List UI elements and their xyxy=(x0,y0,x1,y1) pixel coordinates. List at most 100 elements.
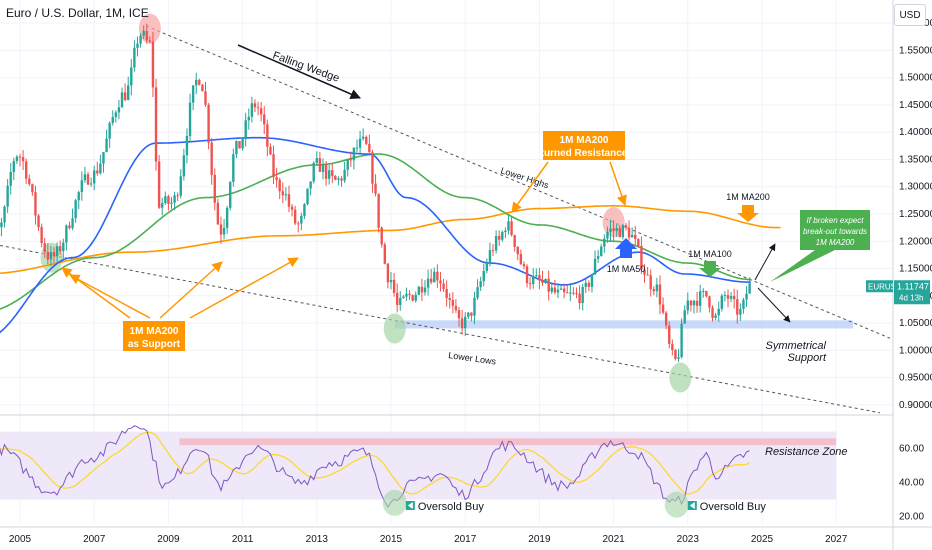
candle-61 xyxy=(170,202,173,204)
candle-28 xyxy=(68,225,71,229)
candle-140 xyxy=(414,294,417,301)
time-tick-label: 2025 xyxy=(751,534,774,545)
candle-86 xyxy=(247,116,250,121)
candle-179 xyxy=(535,275,538,277)
price-tag-bg xyxy=(894,280,930,305)
time-tick-label: 2027 xyxy=(825,534,848,545)
oversold-buy-arrow-icon-1 xyxy=(689,502,695,509)
candle-46 xyxy=(123,92,127,101)
time-tick-label: 2009 xyxy=(157,534,180,545)
candle-154 xyxy=(457,310,461,319)
candle-181 xyxy=(541,280,544,283)
candle-165 xyxy=(491,250,495,252)
candle-56 xyxy=(154,87,158,162)
candle-106 xyxy=(309,181,312,189)
candle-79 xyxy=(225,207,229,228)
candle-105 xyxy=(306,188,309,205)
price-axis-bg xyxy=(893,0,932,550)
candle-225 xyxy=(677,357,680,359)
candle-119 xyxy=(349,159,353,161)
candle-100 xyxy=(290,206,294,210)
candle-247 xyxy=(745,293,748,300)
candle-123 xyxy=(361,136,365,139)
rsi-resistance-zone xyxy=(179,438,836,446)
candle-19 xyxy=(40,227,43,244)
candle-227 xyxy=(683,310,686,324)
candle-248 xyxy=(748,283,751,294)
candle-205 xyxy=(615,228,618,231)
candle-228 xyxy=(686,300,689,311)
arrow-support-4 xyxy=(189,257,299,319)
candle-174 xyxy=(519,254,523,265)
candle-128 xyxy=(377,193,380,228)
candle-244 xyxy=(736,299,739,315)
top-circle xyxy=(138,13,161,44)
candle-178 xyxy=(532,275,535,285)
ma200-resistance-line1: 1M MA200 xyxy=(560,135,609,146)
candle-164 xyxy=(488,250,492,264)
arrow-support-2 xyxy=(69,274,151,319)
symmetrical-label-2: Support xyxy=(787,352,826,364)
candle-216 xyxy=(649,275,652,290)
candle-138 xyxy=(408,293,411,296)
candle-245 xyxy=(739,308,742,315)
price-tick-label: 1.40000 xyxy=(899,127,932,138)
candle-24 xyxy=(55,246,59,257)
candle-51 xyxy=(139,35,142,44)
candle-43 xyxy=(114,112,118,117)
price-tick-label: 1.45000 xyxy=(899,100,932,111)
candle-226 xyxy=(680,323,683,358)
breakout-up-arrow xyxy=(754,243,776,281)
resistance-zone-label: Resistance Zone xyxy=(765,446,848,458)
candle-25 xyxy=(58,246,62,252)
candle-219 xyxy=(658,284,662,305)
price-tick-label: 1.05000 xyxy=(899,318,932,329)
candle-188 xyxy=(562,288,566,293)
candle-80 xyxy=(229,181,232,208)
price-tick-label: 1.35000 xyxy=(899,154,932,165)
candle-186 xyxy=(556,289,560,293)
candle-151 xyxy=(448,298,451,301)
candle-170 xyxy=(507,221,510,231)
candle-237 xyxy=(714,315,717,318)
candle-49 xyxy=(133,47,136,68)
candle-182 xyxy=(544,278,547,283)
candle-190 xyxy=(569,292,572,294)
candle-172 xyxy=(513,235,516,248)
candle-110 xyxy=(321,164,325,172)
candle-195 xyxy=(584,282,587,287)
candle-109 xyxy=(318,158,322,172)
candle-131 xyxy=(386,263,390,283)
candle-31 xyxy=(77,192,80,201)
candle-243 xyxy=(732,296,736,300)
time-tick-label: 2021 xyxy=(602,534,625,545)
candle-45 xyxy=(120,92,124,108)
candle-134 xyxy=(395,292,399,305)
candle-141 xyxy=(417,286,421,295)
candle-180 xyxy=(538,275,541,281)
currency-button[interactable]: USD xyxy=(894,4,926,26)
candle-202 xyxy=(606,231,609,239)
candle-11 xyxy=(15,156,19,162)
time-tick-label: 2019 xyxy=(528,534,551,545)
candle-124 xyxy=(365,136,368,144)
candle-233 xyxy=(702,290,705,292)
candle-207 xyxy=(621,225,625,238)
candle-235 xyxy=(708,296,711,308)
falling-wedge-label: Falling Wedge xyxy=(271,50,341,85)
candle-72 xyxy=(204,91,207,105)
breakout-note-line-1: break-out towards xyxy=(803,227,867,236)
candle-166 xyxy=(494,235,498,251)
candle-129 xyxy=(380,227,383,245)
candle-26 xyxy=(62,242,65,252)
candle-116 xyxy=(340,178,343,181)
arrow-support-3 xyxy=(159,261,223,319)
candle-93 xyxy=(269,146,272,155)
candle-239 xyxy=(720,295,724,309)
symbol-tag-bg xyxy=(866,280,893,293)
price-tick-label: 1.00000 xyxy=(899,345,932,356)
breakout-callout-bubble xyxy=(770,210,870,282)
candle-96 xyxy=(278,179,281,192)
